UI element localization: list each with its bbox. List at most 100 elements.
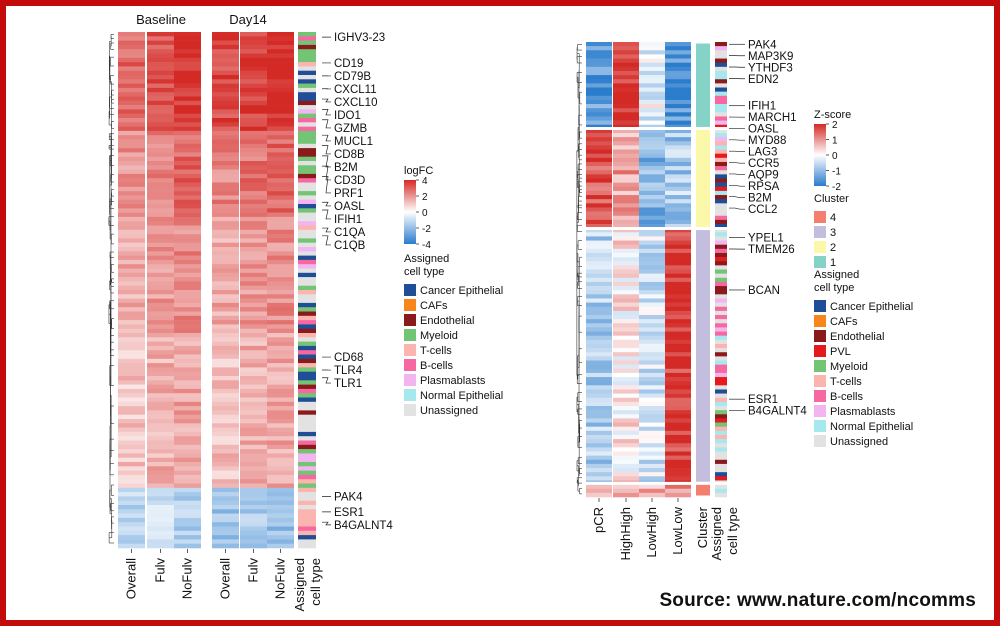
baseline-cell bbox=[147, 229, 174, 235]
right-gene-label: B4GALNT4 bbox=[748, 406, 807, 418]
zscore-cell bbox=[665, 157, 691, 163]
right-leader bbox=[729, 196, 745, 199]
right-celltype-cell bbox=[715, 203, 727, 208]
left-celltype-cell bbox=[298, 371, 316, 377]
day14-cell bbox=[212, 302, 239, 308]
zscore-cell bbox=[613, 389, 639, 394]
day14-cell bbox=[240, 268, 267, 274]
zscore-cell bbox=[665, 410, 691, 415]
baseline-cell bbox=[174, 152, 201, 157]
day14-cell bbox=[212, 212, 239, 218]
zscore-cell bbox=[639, 211, 665, 217]
zscore-cell bbox=[613, 368, 639, 374]
zscore-cell bbox=[586, 401, 612, 407]
day14-cell bbox=[212, 49, 239, 54]
zscore-cell bbox=[639, 451, 665, 456]
right-celltype-cell bbox=[715, 261, 727, 266]
baseline-cell bbox=[174, 204, 201, 209]
baseline-cell bbox=[174, 44, 201, 50]
zscore-cell bbox=[665, 356, 691, 361]
left-celltype-cell bbox=[298, 199, 316, 205]
zscore-cell bbox=[665, 277, 691, 283]
baseline-cell bbox=[118, 57, 145, 63]
right-column-label: LowLow bbox=[670, 506, 685, 554]
baseline-cell bbox=[147, 165, 174, 170]
day14-cell bbox=[212, 530, 239, 536]
zscore-cell bbox=[586, 269, 612, 274]
day14-cell bbox=[212, 251, 239, 256]
zscore-cell bbox=[613, 377, 639, 382]
baseline-cell bbox=[147, 212, 174, 218]
zscore-cell bbox=[613, 190, 639, 196]
day14-cell bbox=[267, 178, 294, 183]
zscore-cell bbox=[639, 261, 665, 266]
baseline-cell bbox=[118, 423, 145, 428]
baseline-cell bbox=[118, 401, 145, 407]
left-celltype-cell bbox=[298, 363, 316, 368]
zscore-cell bbox=[586, 277, 612, 283]
day14-cell bbox=[240, 161, 267, 166]
day14-cell bbox=[240, 449, 267, 454]
zscore-cell bbox=[639, 145, 665, 150]
day14-cell bbox=[267, 341, 294, 347]
zscore-cell bbox=[586, 79, 612, 84]
baseline-cell bbox=[118, 470, 145, 476]
zscore-cell bbox=[639, 99, 665, 105]
baseline-cell bbox=[118, 449, 145, 454]
zscore-cell bbox=[665, 149, 691, 154]
zscore-cell bbox=[639, 87, 665, 92]
zscore-cell bbox=[613, 149, 639, 154]
zscore-cell bbox=[586, 224, 612, 229]
zscore-cell bbox=[586, 426, 612, 432]
zscore-cell bbox=[613, 104, 639, 109]
day14-cell bbox=[240, 165, 267, 170]
left-celltype-cell bbox=[298, 96, 316, 102]
zscore-cell bbox=[586, 207, 612, 212]
zscore-cell bbox=[665, 244, 691, 250]
day14-cell bbox=[240, 62, 267, 67]
zscore-cell bbox=[639, 124, 665, 130]
baseline-cell bbox=[118, 100, 145, 106]
right-celltype-cell bbox=[715, 372, 727, 378]
day14-cell bbox=[240, 92, 267, 97]
left-celltype-legend-swatch bbox=[404, 344, 416, 356]
baseline-cell bbox=[174, 350, 201, 355]
zscore-legend-tick-label: 2 bbox=[832, 120, 838, 131]
day14-cell bbox=[240, 100, 267, 106]
zscore-cell bbox=[586, 166, 612, 171]
right-celltype-cell bbox=[715, 46, 727, 51]
day14-cell bbox=[240, 281, 267, 286]
left-celltype-cell bbox=[298, 543, 316, 549]
left-celltype-legend-label: Myeloid bbox=[420, 330, 458, 342]
baseline-cell bbox=[147, 109, 174, 114]
left-celltype-cell bbox=[298, 462, 316, 467]
zscore-cell bbox=[665, 352, 691, 357]
baseline-cell bbox=[174, 380, 201, 385]
zscore-cell bbox=[586, 381, 612, 386]
zscore-cell bbox=[613, 199, 639, 204]
day14-cell bbox=[240, 328, 267, 334]
baseline-cell bbox=[147, 113, 174, 119]
baseline-cell bbox=[174, 526, 201, 532]
baseline-cell bbox=[147, 517, 174, 523]
day14-cell bbox=[212, 376, 239, 381]
left-gene-label: CD8B bbox=[334, 149, 365, 161]
day14-cell bbox=[212, 255, 239, 261]
left-celltype-legend-swatch bbox=[404, 359, 416, 371]
left-celltype-cell bbox=[298, 105, 316, 110]
zscore-cell bbox=[639, 182, 665, 188]
left-celltype-cell bbox=[298, 466, 316, 471]
day14-cell bbox=[240, 208, 267, 213]
zscore-cell bbox=[613, 232, 639, 237]
right-celltype-cell bbox=[715, 211, 727, 217]
zscore-cell bbox=[586, 389, 612, 394]
right-gene-label: YPEL1 bbox=[748, 233, 784, 245]
baseline-cell bbox=[147, 423, 174, 428]
zscore-cell bbox=[613, 108, 639, 113]
baseline-cell bbox=[118, 496, 145, 501]
right-celltype-cell bbox=[715, 236, 727, 241]
zscore-cell bbox=[639, 104, 665, 109]
zscore-cell bbox=[665, 228, 691, 233]
baseline-cell bbox=[174, 298, 201, 304]
day14-cell bbox=[212, 247, 239, 252]
